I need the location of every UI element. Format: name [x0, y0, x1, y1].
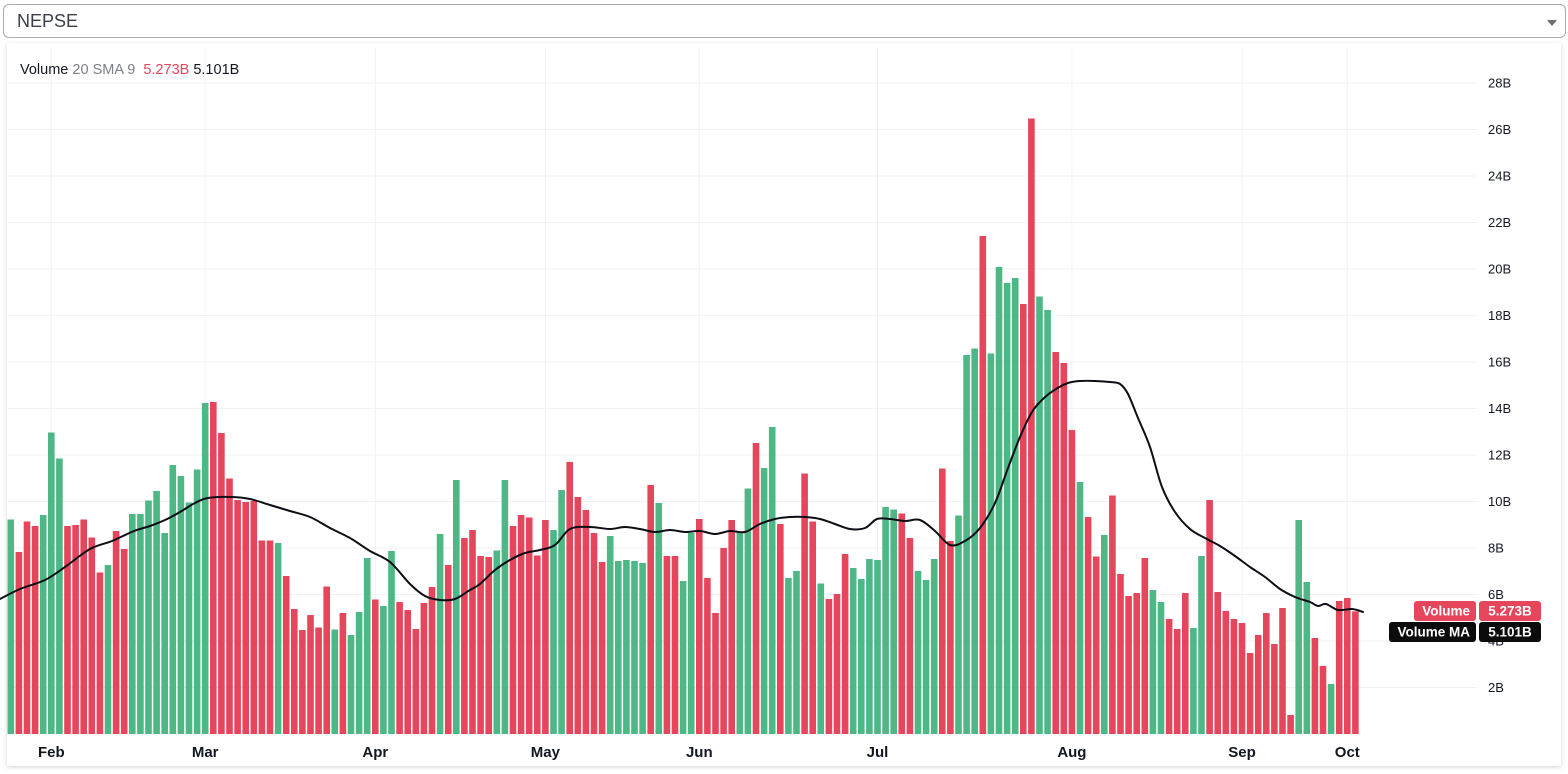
svg-text:5.273B: 5.273B — [1488, 604, 1532, 619]
svg-text:Mar: Mar — [192, 744, 219, 761]
svg-text:Volume: Volume — [1422, 604, 1470, 619]
svg-text:May: May — [531, 744, 561, 761]
svg-text:2B: 2B — [1488, 680, 1504, 695]
svg-text:12B: 12B — [1488, 448, 1511, 463]
svg-text:Sep: Sep — [1228, 744, 1256, 761]
svg-text:Jul: Jul — [867, 744, 889, 761]
svg-text:10B: 10B — [1488, 494, 1511, 509]
svg-text:5.101B: 5.101B — [1488, 625, 1532, 640]
svg-text:Aug: Aug — [1057, 744, 1086, 761]
svg-text:22B: 22B — [1488, 215, 1511, 230]
svg-text:28B: 28B — [1488, 76, 1511, 91]
svg-text:18B: 18B — [1488, 308, 1511, 323]
svg-text:Jun: Jun — [686, 744, 713, 761]
svg-text:20B: 20B — [1488, 262, 1511, 277]
svg-text:24B: 24B — [1488, 169, 1511, 184]
svg-text:Oct: Oct — [1335, 744, 1360, 761]
svg-text:Apr: Apr — [362, 744, 388, 761]
svg-text:Volume MA: Volume MA — [1397, 625, 1470, 640]
svg-text:26B: 26B — [1488, 122, 1511, 137]
svg-text:Feb: Feb — [38, 744, 65, 761]
svg-text:6B: 6B — [1488, 587, 1504, 602]
svg-text:16B: 16B — [1488, 355, 1511, 370]
svg-text:14B: 14B — [1488, 401, 1511, 416]
svg-text:8B: 8B — [1488, 541, 1504, 556]
